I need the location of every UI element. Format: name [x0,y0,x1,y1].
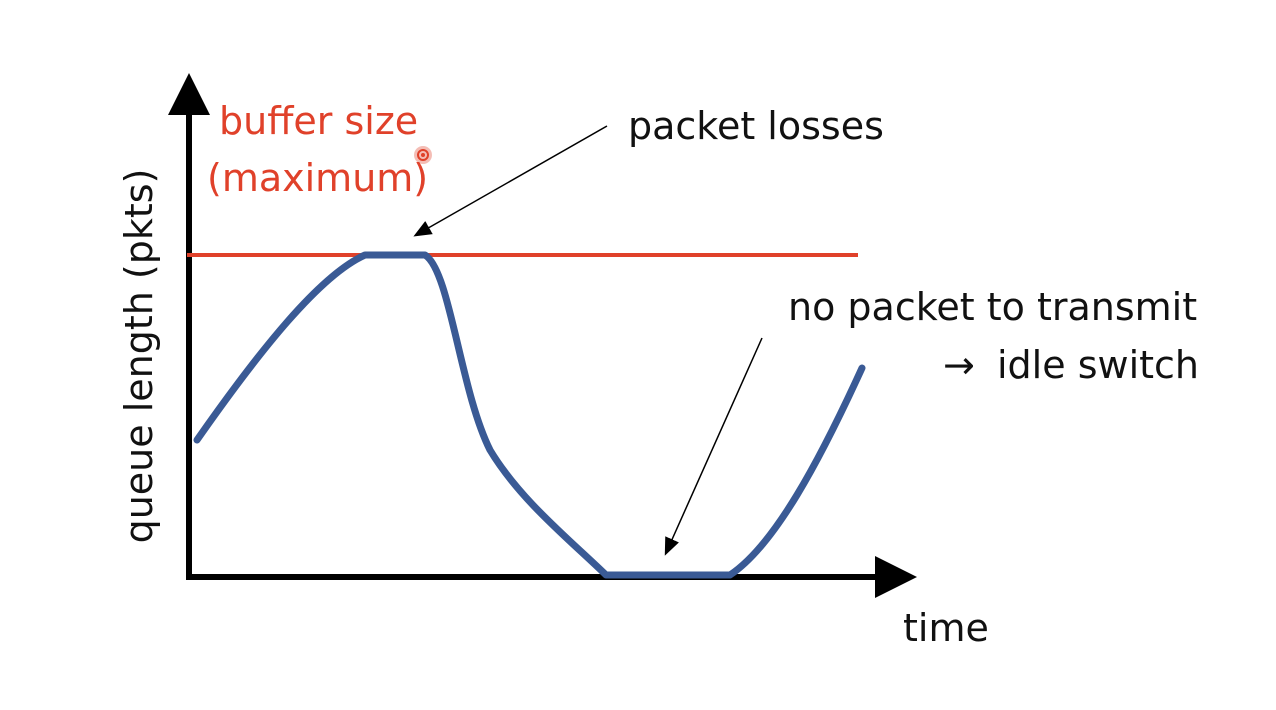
laser-pointer-icon [414,146,432,164]
queue-length-curve [193,251,866,579]
idle-switch-label: idle switch [997,343,1199,387]
idle-arrow-glyph: → [943,343,975,387]
idle-switch-arrow [664,337,763,556]
x-axis-label: time [903,606,989,650]
packet-losses-arrow [413,125,608,237]
buffer-size-sublabel: (maximum) [207,156,428,200]
packet-losses-label: packet losses [628,104,884,148]
buffer-size-label: buffer size [219,99,418,143]
y-axis-label: queue length (pkts) [117,169,161,544]
no-packet-label: no packet to transmit [788,285,1197,329]
